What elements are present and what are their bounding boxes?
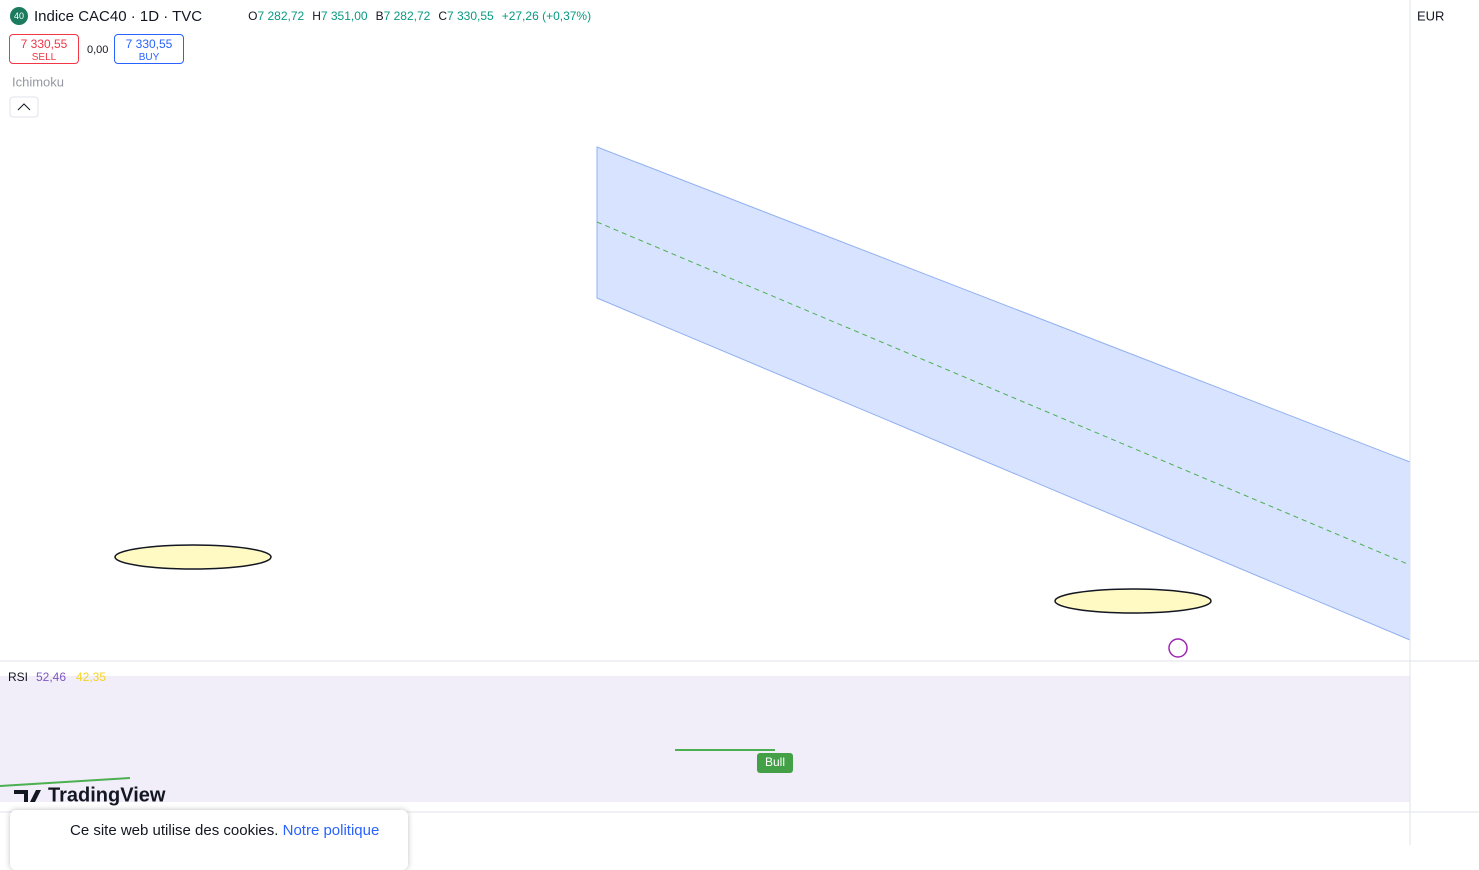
buy-button[interactable]: 7 330,55 BUY <box>114 34 184 64</box>
rsi-legend-value: 52,46 <box>36 670 66 684</box>
cookie-banner: Ce site web utilise des cookies. Notre p… <box>10 810 408 870</box>
indicator-label: Ichimoku <box>12 74 64 89</box>
rsi-ma-legend-value: 42,35 <box>76 670 106 684</box>
ohlc-value: 7 282,72 <box>383 9 431 23</box>
rsi-band <box>0 676 1410 802</box>
rsi-legend: RSI <box>8 670 28 684</box>
change: +27,26 (+0,37%) <box>501 9 592 23</box>
currency[interactable]: EUR <box>1417 8 1444 23</box>
channel-center <box>596 221 1411 566</box>
ohlc-item: B7 282,72 <box>376 9 431 23</box>
ohlc-value: 7 330,55 <box>446 9 494 23</box>
cookie-link[interactable]: Notre politique <box>282 822 380 839</box>
symbol-title[interactable]: Indice CAC40 · 1D · TVC <box>34 7 203 25</box>
divergence-label-bg <box>757 753 793 773</box>
spread: 0,00 <box>87 44 109 56</box>
ohlc-key: C <box>438 9 447 23</box>
highlight-ellipse <box>114 544 272 570</box>
collapse-icon <box>17 103 31 111</box>
collapse-button[interactable] <box>9 96 39 118</box>
sell-button[interactable]: 7 330,55 SELL <box>9 34 79 64</box>
brand-logo <box>14 790 41 802</box>
ohlc-item: O7 282,72 <box>248 9 304 23</box>
sell-label: SELL <box>31 52 57 63</box>
ohlc-item: H7 351,00 <box>312 9 367 23</box>
ohlc-value: 7 282,72 <box>257 9 305 23</box>
ohlc-value: 7 351,00 <box>320 9 368 23</box>
event-icon[interactable] <box>1168 638 1188 658</box>
divergence-label: Bull <box>765 755 785 769</box>
divergence-line <box>0 777 131 787</box>
ohlc-key: O <box>248 9 258 23</box>
cookie-text: Ce site web utilise des cookies. <box>70 822 279 839</box>
buy-price: 7 330,55 <box>125 37 173 51</box>
symbol-logo: 40 <box>10 7 28 25</box>
sell-price: 7 330,55 <box>20 37 68 51</box>
highlight-ellipse <box>1054 588 1212 614</box>
ohlc-key: B <box>375 9 384 23</box>
ohlc: O7 282,72 H7 351,00 B7 282,72 C7 330,55 +27,… <box>248 9 591 23</box>
ohlc-key: H <box>312 9 321 23</box>
buy-label: BUY <box>138 52 160 63</box>
header: 40 Indice CAC40 · 1D · TVC O7 282,72 H7 3… <box>10 7 591 25</box>
ohlc-item: C7 330,55 <box>438 9 493 23</box>
brand: TradingView <box>48 784 166 806</box>
